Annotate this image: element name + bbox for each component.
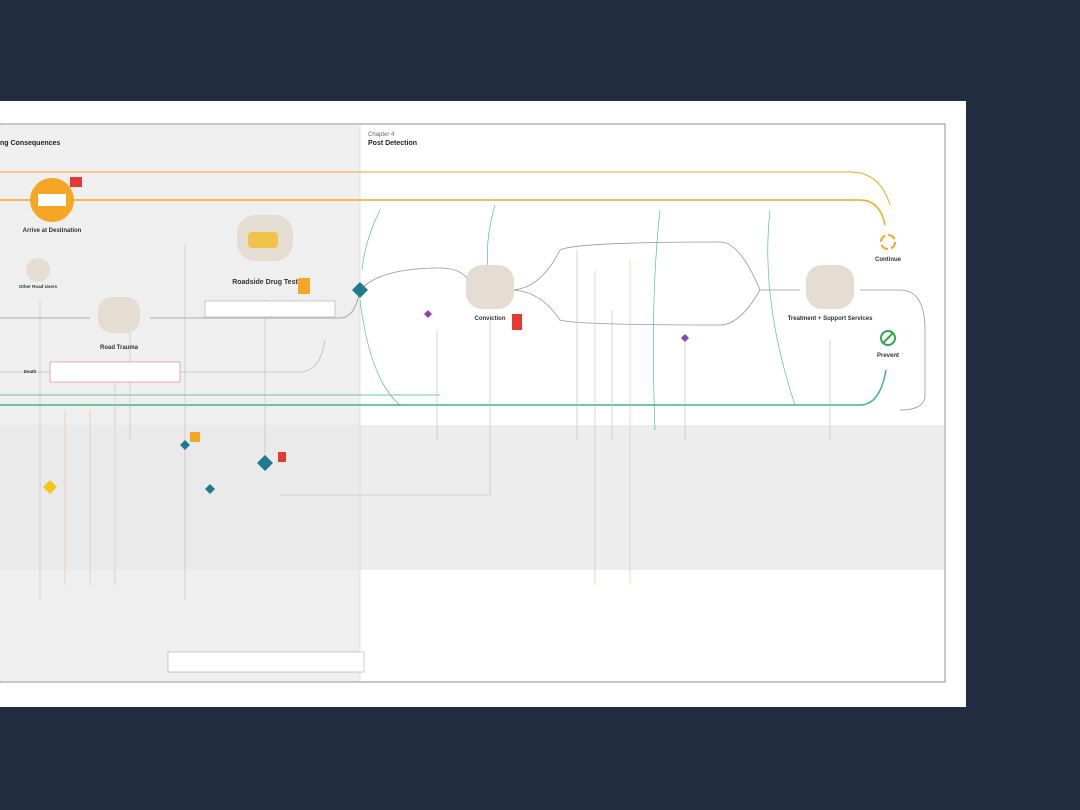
node-label: Death	[24, 369, 37, 374]
decision-diamond	[257, 455, 273, 471]
step-box	[204, 300, 336, 318]
marker	[424, 310, 432, 318]
badge	[190, 432, 200, 442]
badge	[512, 314, 522, 330]
node-label: Arrive at Destination	[23, 228, 82, 234]
continue-icon	[880, 234, 896, 250]
connector	[64, 260, 631, 585]
decision-diamond	[205, 484, 215, 494]
node-label: Prevent	[877, 353, 899, 359]
node-icon	[26, 258, 50, 282]
node-icon	[806, 265, 854, 309]
node-label: Other Road Users	[19, 284, 58, 289]
node-icon	[98, 297, 140, 333]
section-title: ng Consequences	[0, 140, 60, 147]
node-label: Treatment + Support Services	[788, 316, 874, 322]
badge	[278, 452, 286, 462]
node-icon	[38, 194, 66, 206]
green-flow	[0, 369, 887, 406]
orange-flow	[0, 171, 891, 206]
decision-diamond	[43, 480, 57, 494]
orange-flow	[0, 199, 886, 226]
node-icon	[248, 232, 278, 248]
node-icon	[466, 265, 514, 309]
node-label: Conviction	[475, 316, 506, 322]
chapter-label: Chapter 4	[368, 132, 395, 138]
step-box	[49, 361, 181, 383]
badge	[298, 278, 310, 294]
step-box	[167, 651, 365, 673]
gray-flow	[0, 339, 326, 373]
decision-diamond	[352, 282, 368, 298]
connector	[39, 245, 831, 600]
connector	[359, 204, 796, 431]
prevent-icon	[880, 330, 896, 346]
node-label: Road Trauma	[100, 345, 139, 351]
system-band	[0, 425, 944, 570]
section-title: Post Detection	[368, 140, 417, 147]
decision-diamond	[180, 440, 190, 450]
node-label: Continue	[875, 257, 902, 263]
node-label: Roadside Drug Test	[232, 279, 298, 286]
gray-flow	[0, 241, 926, 411]
prevent-icon	[882, 332, 894, 344]
badge	[70, 177, 82, 187]
marker	[681, 334, 689, 342]
